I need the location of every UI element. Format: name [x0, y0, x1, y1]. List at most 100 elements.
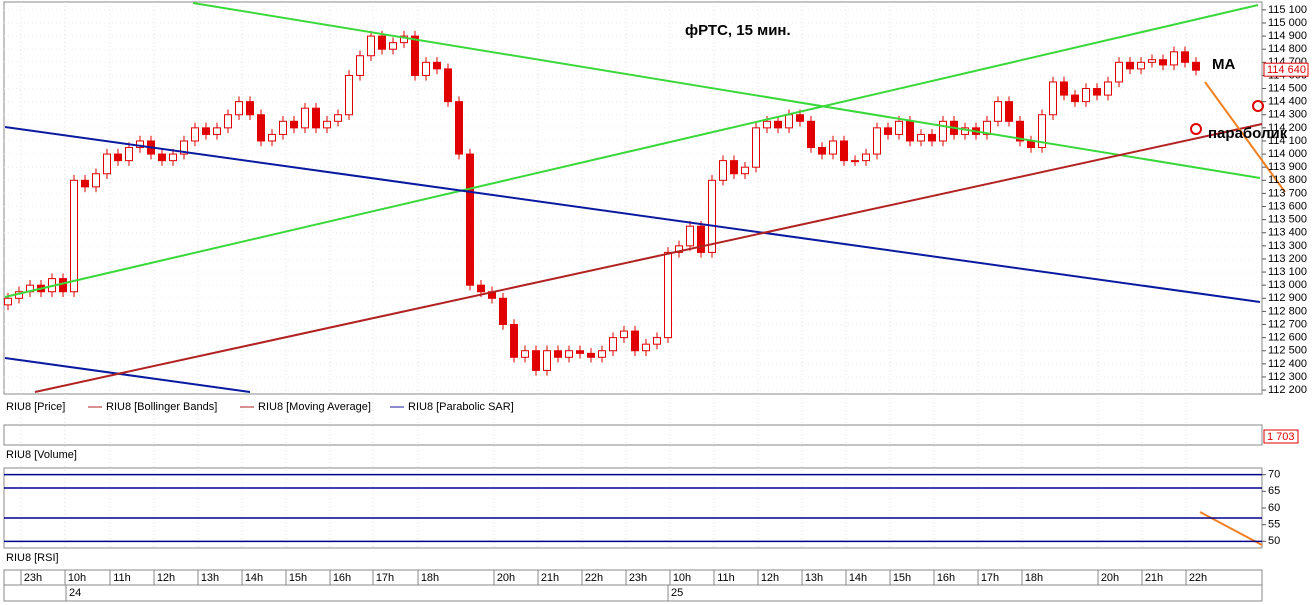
candle-body: [246, 101, 254, 116]
x-tick-label: 20h: [497, 572, 515, 584]
candle-body: [873, 127, 881, 155]
candle-body: [576, 350, 584, 354]
x-tick-label: 22h: [1189, 572, 1207, 584]
volume-last-box: [1263, 429, 1299, 444]
y-tick-label: 112 800: [1268, 305, 1307, 317]
x-tick-label: 14h: [245, 572, 263, 584]
candle-body: [994, 101, 1002, 122]
date-label: 25: [671, 587, 683, 599]
x-tick-label: 18h: [421, 572, 439, 584]
candle-body: [103, 153, 111, 175]
y-tick-label: 114 400: [1268, 96, 1307, 108]
marker-circle: [1252, 100, 1264, 112]
volume-last-label: 1 703: [1267, 431, 1295, 443]
x-tick-label: 11h: [717, 572, 735, 584]
candle-body: [928, 133, 936, 142]
candle-body: [59, 278, 67, 293]
candle-body: [345, 74, 353, 116]
legend-label: RIU8 [Bollinger Bands]: [106, 401, 217, 413]
candle-body: [763, 120, 771, 129]
y-tick-label: 113 200: [1268, 253, 1307, 265]
candle-body: [1082, 88, 1090, 103]
candle-body: [81, 179, 89, 188]
candle-body: [1104, 81, 1112, 96]
candle-body: [1016, 120, 1024, 142]
panel-title: RIU8 [Volume]: [6, 449, 77, 461]
candle-body: [378, 35, 386, 50]
candle-body: [587, 352, 595, 358]
last-price-box: [1263, 62, 1309, 77]
candle-body: [554, 350, 562, 358]
candle-body: [532, 350, 540, 371]
candle-body: [136, 140, 144, 149]
candle-body: [752, 127, 760, 168]
candle-body: [906, 120, 914, 142]
candle-body: [741, 166, 749, 175]
candle-body: [697, 225, 705, 253]
annotation: MA: [1212, 56, 1235, 73]
marker-circle: [1190, 123, 1202, 135]
candle-body: [1192, 61, 1200, 71]
candle-body: [862, 153, 870, 162]
candle-body: [917, 133, 925, 142]
candle-body: [675, 245, 683, 253]
y-tick-label: 112 600: [1268, 332, 1307, 344]
y-tick-label: 114 000: [1268, 148, 1307, 160]
candle-body: [114, 153, 122, 162]
price-panel: [3, 1, 1263, 395]
candle-body: [191, 127, 199, 142]
candle-body: [1170, 51, 1178, 66]
candle-body: [334, 114, 342, 122]
candle-body: [796, 114, 804, 122]
candle-body: [477, 284, 485, 293]
candle-body: [301, 107, 309, 129]
candle-body: [609, 337, 617, 352]
y-tick-label: 115 100: [1268, 4, 1307, 16]
candle-body: [653, 337, 661, 345]
candle-body: [1148, 59, 1156, 63]
rsi-tick-label: 70: [1268, 469, 1280, 481]
y-tick-label: 112 900: [1268, 292, 1307, 304]
candle-body: [939, 120, 947, 142]
x-tick-label: 15h: [289, 572, 307, 584]
trend-line: [192, 2, 1261, 179]
x-tick-label: 21h: [1145, 572, 1163, 584]
candle-body: [1027, 140, 1035, 149]
x-tick-label: 11h: [113, 572, 131, 584]
candle-body: [807, 120, 815, 149]
candle-body: [521, 350, 529, 358]
y-tick-label: 113 400: [1268, 227, 1307, 239]
candle-body: [257, 114, 265, 142]
x-tick-label: 15h: [893, 572, 911, 584]
candle-body: [312, 107, 320, 129]
x-tick-label: 22h: [585, 572, 603, 584]
y-tick-label: 114 200: [1268, 122, 1307, 134]
x-tick-label: 13h: [201, 572, 219, 584]
candle-body: [708, 179, 716, 253]
rsi-tick-label: 60: [1268, 502, 1280, 514]
candle-body: [290, 120, 298, 129]
x-tick-label: 16h: [333, 572, 351, 584]
candle-body: [202, 127, 210, 135]
y-tick-label: 114 100: [1268, 135, 1307, 147]
candle-body: [1115, 61, 1123, 83]
candle-body: [565, 350, 573, 358]
trend-line: [4, 4, 1259, 298]
candle-body: [1159, 59, 1167, 66]
arrow-line: [1204, 81, 1286, 193]
x-tick-label: 10h: [673, 572, 691, 584]
x-tick-label: 13h: [805, 572, 823, 584]
y-tick-label: 113 300: [1268, 240, 1307, 252]
candle-body: [125, 147, 133, 162]
x-tick-label: 17h: [981, 572, 999, 584]
x-tick-label: 23h: [629, 572, 647, 584]
candle-body: [1038, 114, 1046, 149]
candle-body: [323, 120, 331, 129]
rsi-tick-label: 55: [1268, 519, 1280, 531]
annotation: параболик: [1208, 125, 1288, 142]
candle-body: [1049, 81, 1057, 116]
y-tick-label: 115 000: [1268, 17, 1307, 29]
candle-body: [367, 35, 375, 57]
candle-body: [774, 120, 782, 129]
